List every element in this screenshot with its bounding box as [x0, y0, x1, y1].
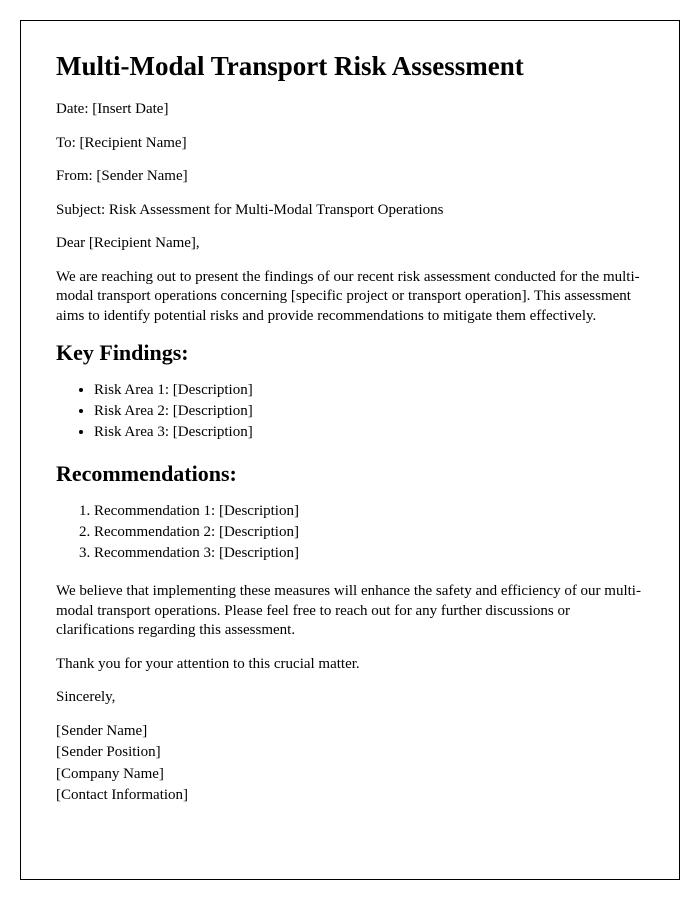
date-line: Date: [Insert Date]: [56, 100, 644, 120]
list-item: Recommendation 1: [Description]: [94, 501, 644, 522]
intro-paragraph: We are reaching out to present the findi…: [56, 268, 644, 327]
list-item: Risk Area 1: [Description]: [94, 380, 644, 401]
closing-paragraph-2: Thank you for your attention to this cru…: [56, 655, 644, 675]
subject-line: Subject: Risk Assessment for Multi-Modal…: [56, 201, 644, 221]
findings-list: Risk Area 1: [Description] Risk Area 2: …: [94, 380, 644, 443]
list-item: Recommendation 2: [Description]: [94, 522, 644, 543]
document-container: Multi-Modal Transport Risk Assessment Da…: [20, 20, 680, 880]
closing-paragraph-1: We believe that implementing these measu…: [56, 582, 644, 641]
signature-position: [Sender Position]: [56, 743, 644, 763]
list-item: Recommendation 3: [Description]: [94, 543, 644, 564]
from-line: From: [Sender Name]: [56, 167, 644, 187]
document-title: Multi-Modal Transport Risk Assessment: [56, 51, 644, 82]
signature-company: [Company Name]: [56, 765, 644, 785]
recommendations-list: Recommendation 1: [Description] Recommen…: [94, 501, 644, 564]
recommendations-heading: Recommendations:: [56, 461, 644, 487]
findings-heading: Key Findings:: [56, 340, 644, 366]
signoff: Sincerely,: [56, 688, 644, 708]
list-item: Risk Area 3: [Description]: [94, 422, 644, 443]
list-item: Risk Area 2: [Description]: [94, 401, 644, 422]
signature-contact: [Contact Information]: [56, 786, 644, 806]
salutation: Dear [Recipient Name],: [56, 234, 644, 254]
to-line: To: [Recipient Name]: [56, 134, 644, 154]
signature-name: [Sender Name]: [56, 722, 644, 742]
